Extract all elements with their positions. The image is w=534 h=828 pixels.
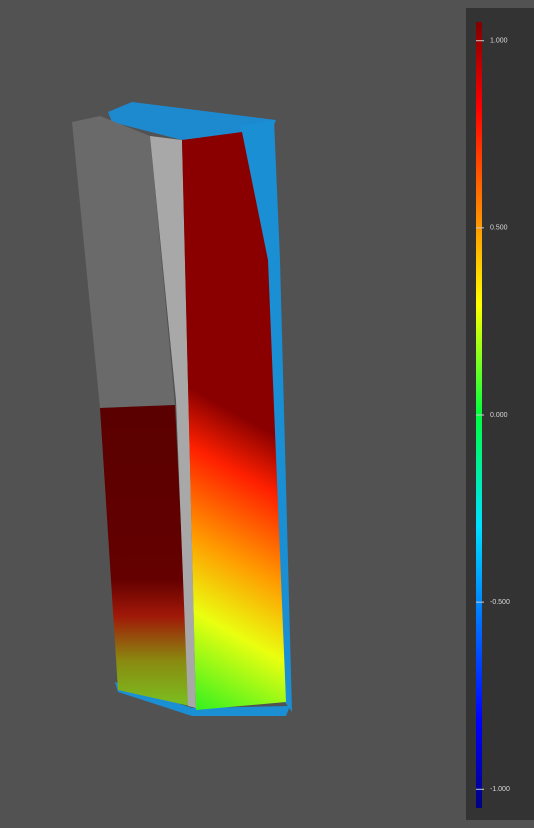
tick-label: -0.500 [490,599,510,606]
tick-label: 1.000 [490,38,508,45]
tick-label: 0.000 [490,412,508,419]
tick-label: 0.500 [490,225,508,232]
tick-label: -1.000 [490,786,510,793]
viewer: 1.000 0.500 0.000 -0.500 -1.000 [0,0,534,828]
